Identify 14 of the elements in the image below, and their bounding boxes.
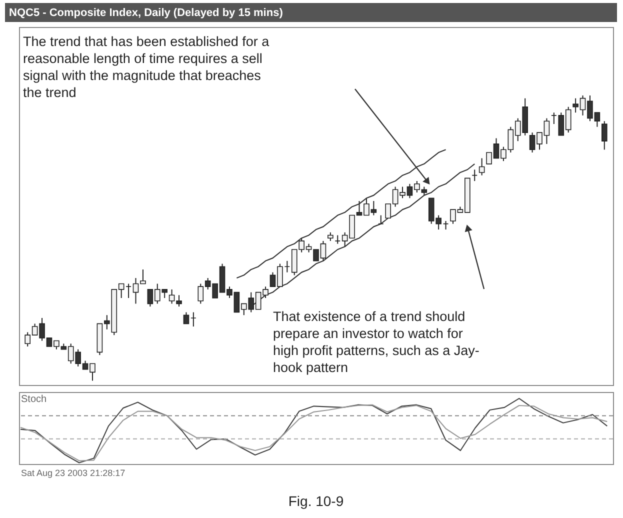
candlestick bbox=[472, 169, 478, 182]
chart-title: NQC5 - Composite Index, Daily (Delayed by 15 mins) bbox=[9, 7, 284, 19]
candlestick bbox=[334, 234, 341, 244]
caption: Fig. 10-9 bbox=[288, 493, 344, 509]
candlestick bbox=[183, 312, 190, 324]
text: Sat Aug 23 2003 21:28:17 bbox=[21, 468, 126, 478]
candlestick bbox=[442, 220, 449, 230]
chart-title: Stoch bbox=[21, 394, 47, 405]
annotation: The trend that has been established for a reasonable length of time requires a sell signal with the magnitude that breaches the trend bbox=[23, 34, 270, 100]
candlestick bbox=[601, 120, 608, 150]
candlestick bbox=[478, 158, 485, 176]
candlestick bbox=[190, 312, 196, 328]
annotation: That existence of a trend should prepare an investor to watch for high profit patterns, such as a Jay-hook pattern bbox=[273, 309, 480, 375]
candlestick bbox=[126, 283, 132, 298]
